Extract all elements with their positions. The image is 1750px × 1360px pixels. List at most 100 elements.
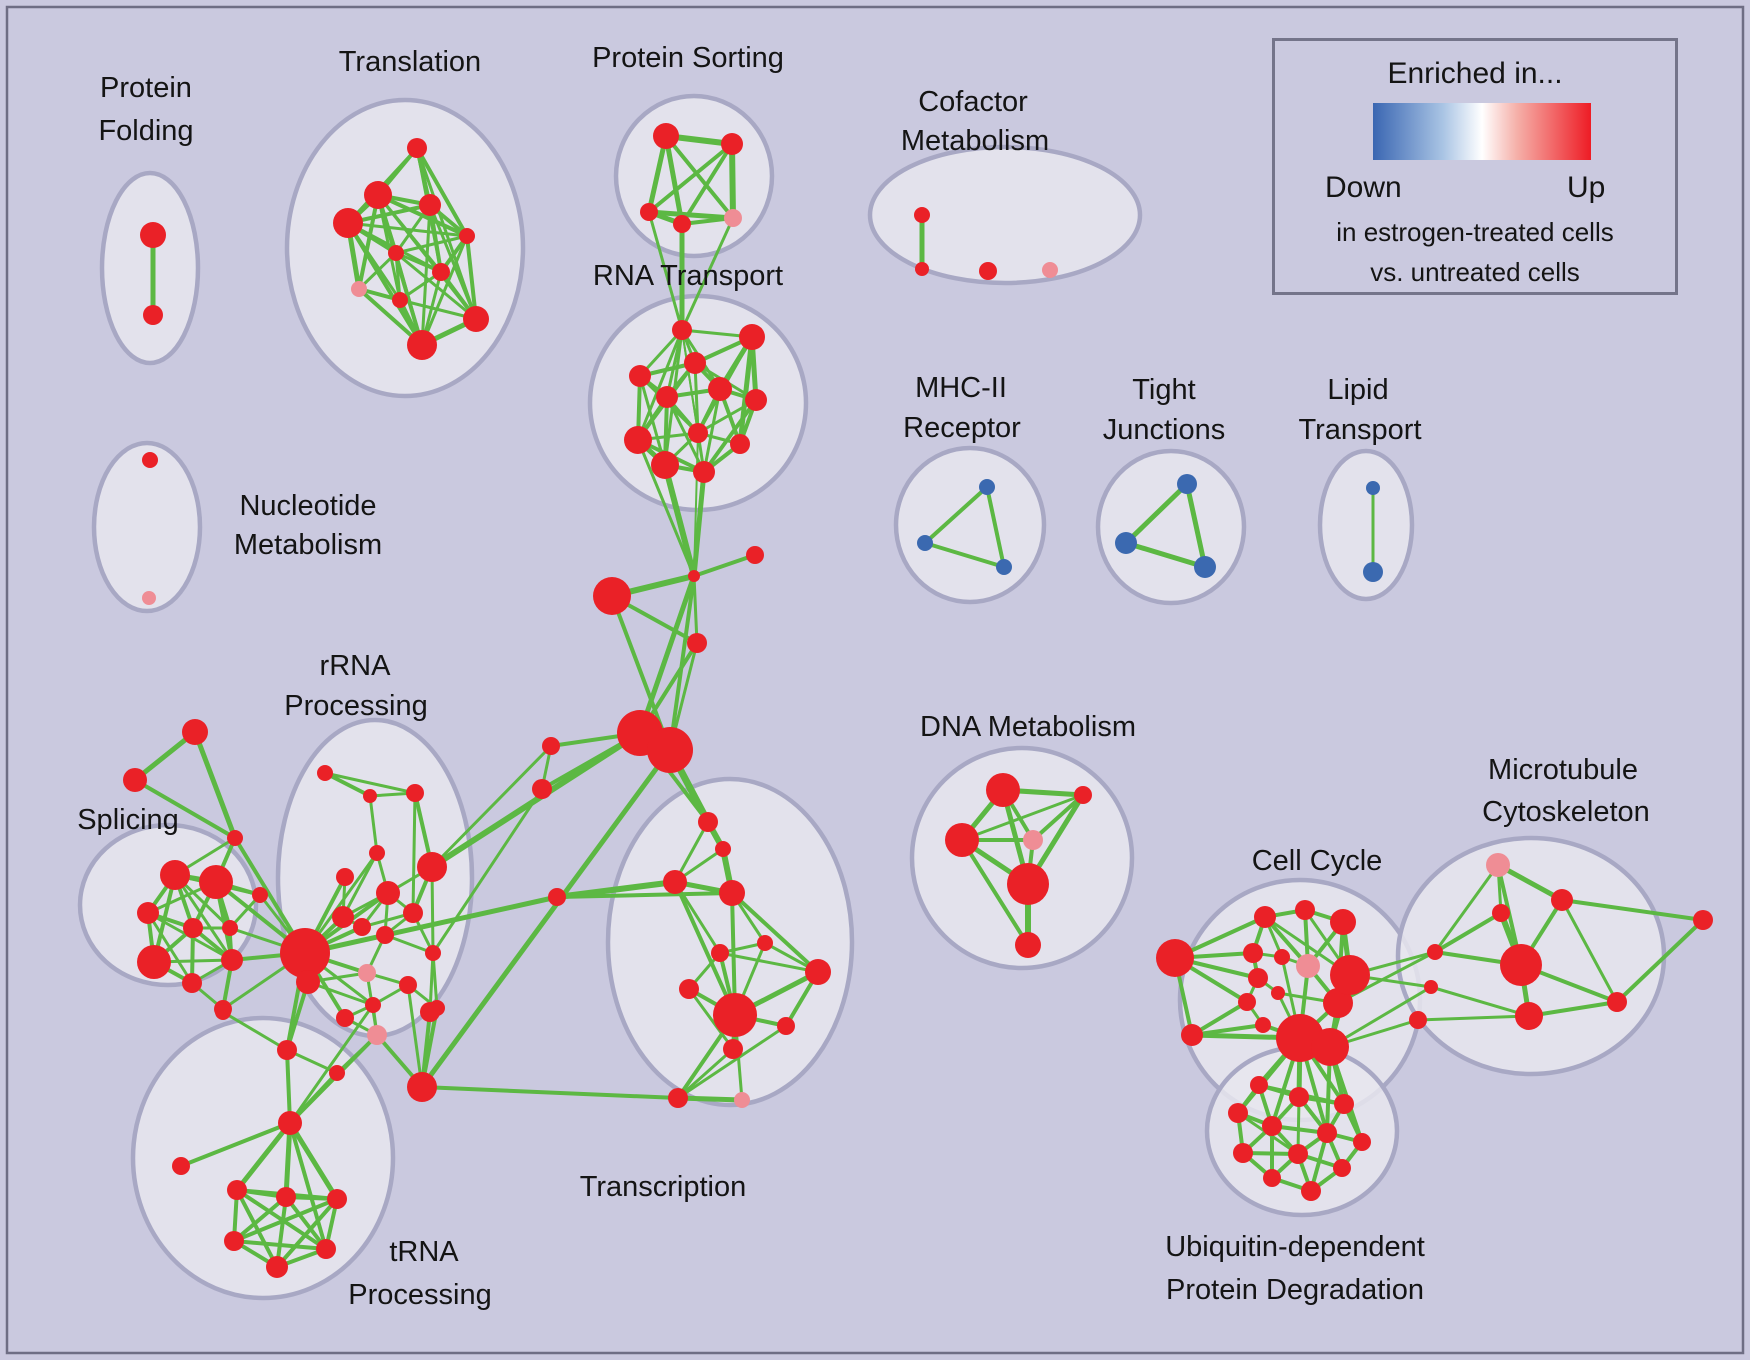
network-edge xyxy=(346,221,424,347)
gene-set-node xyxy=(407,330,437,360)
network-edge xyxy=(420,1085,680,1100)
gene-set-node xyxy=(1074,786,1092,804)
figure-border xyxy=(5,5,1745,1355)
cf-cluster-ellipse xyxy=(867,144,1143,286)
gene-set-node xyxy=(407,1072,437,1102)
gene-set-node xyxy=(1042,262,1058,278)
gene-set-node xyxy=(142,591,156,605)
gene-set-node xyxy=(1500,944,1542,986)
network-edge xyxy=(431,787,544,955)
network-edge xyxy=(663,133,685,227)
gene-set-node xyxy=(143,305,163,325)
network-edge xyxy=(675,1095,745,1103)
gene-set-node xyxy=(647,727,693,773)
gene-set-node xyxy=(1427,944,1443,960)
network-edge xyxy=(718,951,820,974)
network-edge xyxy=(673,880,737,1017)
network-edge xyxy=(702,387,722,474)
gene-set-node xyxy=(172,1157,190,1175)
gene-set-node xyxy=(1015,932,1041,958)
network-edge xyxy=(647,142,734,214)
gene-set-node xyxy=(1255,1017,1271,1033)
gene-set-node xyxy=(182,973,202,993)
gene-set-node xyxy=(459,228,475,244)
network-edge xyxy=(415,146,469,238)
network-edge xyxy=(179,1121,292,1168)
gene-set-node xyxy=(182,719,208,745)
gene-set-node xyxy=(417,852,447,882)
lt-cluster-label: Lipid xyxy=(1327,374,1388,406)
gene-set-node xyxy=(407,138,427,158)
network-edge xyxy=(702,398,758,474)
gene-set-node xyxy=(757,935,773,951)
nm-cluster-ellipse xyxy=(91,440,203,614)
legend-down-label: Down xyxy=(1325,171,1402,204)
gene-set-node xyxy=(1693,910,1713,930)
network-edge xyxy=(419,747,673,1090)
gene-set-node xyxy=(252,887,268,903)
gene-set-node xyxy=(730,434,750,454)
gene-set-node xyxy=(1301,1181,1321,1201)
gene-set-node xyxy=(719,880,745,906)
gene-set-node xyxy=(332,906,354,928)
gene-set-node xyxy=(1228,1103,1248,1123)
network-edge xyxy=(1433,863,1500,954)
network-edge xyxy=(960,793,1085,842)
gene-set-node xyxy=(698,812,718,832)
network-edge xyxy=(1328,985,1433,1049)
network-edge xyxy=(693,432,699,577)
network-edge xyxy=(737,334,755,447)
gene-set-node xyxy=(333,208,363,238)
gene-set-node xyxy=(629,365,651,387)
gene-set-node xyxy=(653,123,679,149)
gene-set-node xyxy=(1181,1024,1203,1046)
gene-set-node xyxy=(542,737,560,755)
network-edge xyxy=(232,1195,288,1243)
gene-set-node xyxy=(1363,562,1383,582)
network-edge xyxy=(428,203,443,274)
gene-set-node xyxy=(734,1092,750,1108)
gene-set-node xyxy=(1492,904,1510,922)
network-edge xyxy=(662,462,697,579)
gene-set-node xyxy=(713,993,757,1037)
network-edge xyxy=(692,574,699,645)
gene-set-node xyxy=(353,918,371,936)
network-edge xyxy=(1560,898,1619,1004)
network-edge xyxy=(357,251,398,291)
cf-cluster-label: Metabolism xyxy=(901,125,1049,157)
network-edge xyxy=(1495,862,1565,903)
gene-set-node xyxy=(142,452,158,468)
gene-set-node xyxy=(316,1239,336,1259)
gene-set-node xyxy=(777,1017,795,1035)
network-edge xyxy=(729,141,736,221)
gene-set-node xyxy=(317,765,333,781)
tr-cluster-ellipse xyxy=(284,97,526,399)
gene-set-node xyxy=(406,784,424,802)
gene-set-node xyxy=(419,194,441,216)
gene-set-node xyxy=(1334,1094,1354,1114)
gene-set-node xyxy=(1243,943,1263,963)
network-edge xyxy=(411,791,417,915)
tn-cluster-label: tRNA xyxy=(389,1236,459,1268)
gene-set-node xyxy=(1515,1002,1543,1030)
network-edge xyxy=(1123,540,1208,570)
network-edge xyxy=(133,778,237,840)
network-edge xyxy=(368,794,379,855)
network-edge xyxy=(636,328,684,442)
tj-cluster-ellipse xyxy=(1095,448,1247,606)
gene-set-node xyxy=(277,1040,297,1060)
legend-up-label: Up xyxy=(1567,171,1606,204)
gene-set-node xyxy=(1295,900,1315,920)
dm-cluster-label: DNA Metabolism xyxy=(920,711,1136,743)
gene-set-node xyxy=(358,964,376,982)
gene-set-node xyxy=(624,426,652,454)
network-edge xyxy=(1429,985,1531,1018)
mh-cluster-label: Receptor xyxy=(903,412,1021,444)
gene-set-node xyxy=(227,1180,247,1200)
pf-cluster-ellipse xyxy=(99,170,201,366)
gene-set-node xyxy=(376,926,394,944)
gene-set-node xyxy=(403,903,423,923)
network-edge xyxy=(960,838,1030,947)
network-edge xyxy=(192,729,238,841)
